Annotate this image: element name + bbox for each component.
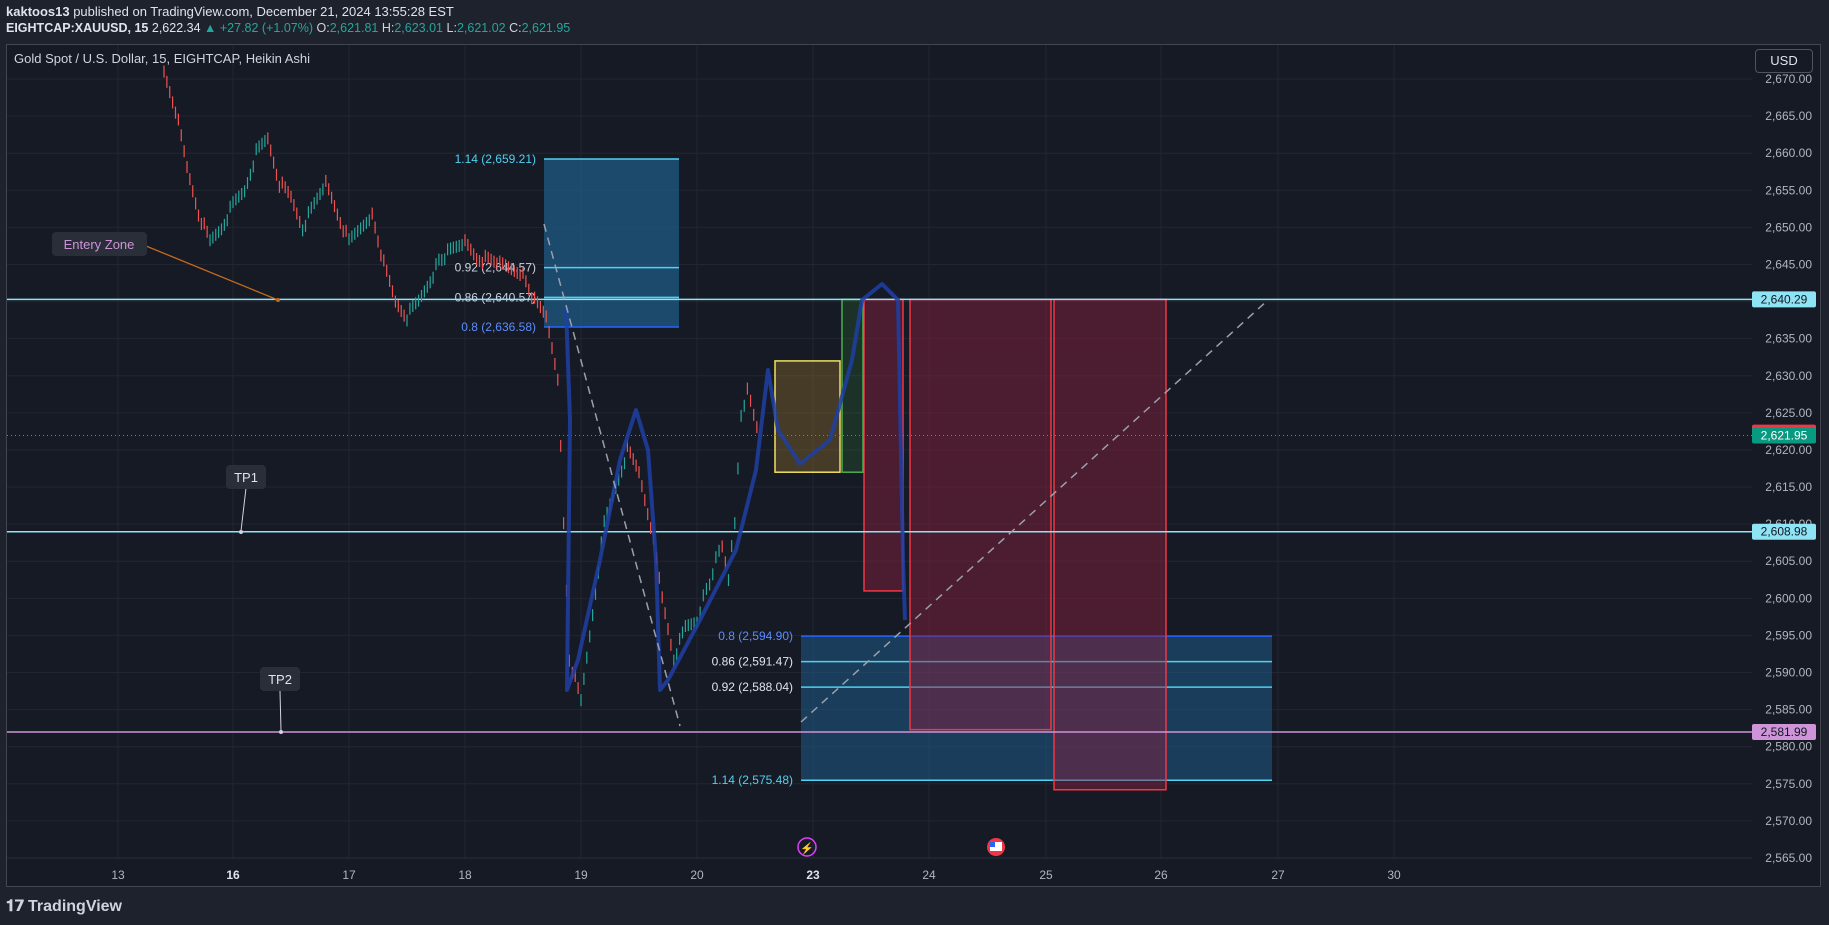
price-badge bbox=[1752, 291, 1816, 308]
red-zone-box bbox=[909, 298, 1052, 731]
y-tick-label: 2,585.00 bbox=[1765, 703, 1812, 717]
y-tick-label: 2,655.00 bbox=[1765, 183, 1812, 197]
x-tick-label: 17 bbox=[342, 868, 356, 882]
y-tick-label: 2,570.00 bbox=[1765, 814, 1812, 828]
y-tick-label: 2,580.00 bbox=[1765, 740, 1812, 754]
x-tick-label: 23 bbox=[806, 868, 820, 882]
y-tick-label: 2,660.00 bbox=[1765, 146, 1812, 160]
y-tick-label: 2,650.00 bbox=[1765, 220, 1812, 234]
projection-dashed-line bbox=[800, 299, 1269, 723]
y-tick-label: 2,615.00 bbox=[1765, 480, 1812, 494]
us-flag-canton bbox=[990, 842, 995, 847]
y-tick-label: 2,595.00 bbox=[1765, 628, 1812, 642]
x-tick-label: 26 bbox=[1154, 868, 1168, 882]
fib-upper-label: 0.8 (2,636.58) bbox=[461, 320, 536, 334]
lightning-event-icon bbox=[797, 837, 817, 857]
y-tick-label: 2,605.00 bbox=[1765, 554, 1812, 568]
tp1-pointer bbox=[240, 487, 247, 532]
close-label: C: bbox=[509, 21, 522, 35]
currency-button[interactable]: USD bbox=[1755, 49, 1813, 73]
low-value: 2,621.02 bbox=[456, 21, 506, 35]
open-label: O: bbox=[316, 21, 330, 35]
change-label: ▲ +27.82 (+1.07%) bbox=[204, 21, 313, 35]
entry-zone-callout bbox=[52, 232, 147, 256]
hand-drawn-path bbox=[564, 282, 907, 692]
fib-upper-label: 0.92 (2,644.57) bbox=[455, 261, 536, 275]
brand-label: TradingView bbox=[28, 898, 122, 915]
us-flag-field bbox=[990, 842, 1002, 851]
x-tick-label: 16 bbox=[226, 868, 240, 882]
entry-zone-anchor bbox=[276, 298, 280, 302]
tp2-callout bbox=[260, 667, 300, 691]
x-tick-label: 18 bbox=[458, 868, 472, 882]
fib-lower-box bbox=[801, 636, 1272, 781]
fib-upper-box bbox=[544, 159, 679, 327]
y-tick-label: 2,645.00 bbox=[1765, 257, 1812, 271]
y-tick-label: 2,635.00 bbox=[1765, 332, 1812, 346]
x-tick-label: 25 bbox=[1039, 868, 1053, 882]
high-value: 2,623.01 bbox=[394, 21, 444, 35]
fib-lower-label: 0.8 (2,594.90) bbox=[718, 629, 793, 643]
price-badge-label: 2,608.98 bbox=[1761, 525, 1808, 539]
close-value: 2,621.95 bbox=[521, 21, 571, 35]
publisher-name: kaktoos13 bbox=[6, 4, 70, 19]
y-tick-label: 2,600.00 bbox=[1765, 591, 1812, 605]
price-badge-label: 2,640.29 bbox=[1761, 292, 1808, 306]
price-badge-label: 2,581.99 bbox=[1761, 725, 1808, 739]
y-tick-label: 2,670.00 bbox=[1765, 72, 1812, 86]
last-price: 2,622.34 bbox=[151, 21, 201, 35]
y-tick-label: 2,590.00 bbox=[1765, 666, 1812, 680]
fib-lower-label: 1.14 (2,575.48) bbox=[712, 773, 793, 787]
price-badge-label: 2,621.95 bbox=[1761, 428, 1808, 442]
price-badge bbox=[1752, 523, 1816, 540]
y-tick-label: 2,625.00 bbox=[1765, 406, 1812, 420]
fib-lower-label: 0.86 (2,591.47) bbox=[712, 655, 793, 669]
tradingview-brand[interactable]: 𝟏𝟳 TradingView bbox=[6, 896, 122, 916]
projection-dashed-line bbox=[543, 223, 681, 727]
tp2-anchor bbox=[279, 730, 283, 734]
open-value: 2,621.81 bbox=[329, 21, 379, 35]
fib-lower-label: 0.92 (2,588.04) bbox=[712, 680, 793, 694]
high-label: H: bbox=[381, 21, 395, 35]
y-tick-label: 2,575.00 bbox=[1765, 777, 1812, 791]
entry-zone-pointer bbox=[145, 245, 279, 301]
x-tick-label: 24 bbox=[922, 868, 936, 882]
y-tick-label: 2,665.00 bbox=[1765, 109, 1812, 123]
fib-upper-label: 0.86 (2,640.57) bbox=[455, 290, 536, 304]
tp2-pointer bbox=[279, 690, 282, 732]
tp1-label: TP1 bbox=[234, 470, 258, 485]
x-tick-label: 27 bbox=[1271, 868, 1285, 882]
entry-zone-label: Entery Zone bbox=[64, 237, 135, 252]
fib-upper-label: 1.14 (2,659.21) bbox=[455, 152, 536, 166]
red-zone-box bbox=[1053, 298, 1167, 791]
yellow-zone-box bbox=[774, 360, 841, 473]
tp2-label: TP2 bbox=[268, 672, 292, 687]
x-tick-label: 13 bbox=[111, 868, 125, 882]
x-tick-label: 30 bbox=[1387, 868, 1401, 882]
y-tick-label: 2,565.00 bbox=[1765, 851, 1812, 865]
x-tick-label: 20 bbox=[690, 868, 704, 882]
publisher-rest: published on TradingView.com, December 2… bbox=[69, 4, 454, 19]
pane-title: Gold Spot / U.S. Dollar, 15, EIGHTCAP, H… bbox=[14, 51, 310, 66]
price-badge bbox=[1752, 427, 1816, 444]
publisher-line: kaktoos13 published on TradingView.com, … bbox=[6, 4, 454, 19]
y-tick-label: 2,630.00 bbox=[1765, 369, 1812, 383]
tp1-anchor bbox=[239, 530, 243, 534]
tradingview-logo-icon: 𝟏𝟳 bbox=[6, 898, 25, 915]
low-label: L: bbox=[446, 21, 457, 35]
lightning-glyph: ⚡ bbox=[800, 842, 814, 855]
symbol-label: EIGHTCAP:XAUUSD, 15 bbox=[6, 21, 149, 35]
y-tick-label: 2,620.00 bbox=[1765, 443, 1812, 457]
x-tick-label: 19 bbox=[574, 868, 588, 882]
tp1-callout bbox=[226, 465, 266, 489]
price-badge bbox=[1752, 723, 1816, 740]
symbol-ohlc-line: EIGHTCAP:XAUUSD, 15 2,622.34 ▲ +27.82 (+… bbox=[6, 21, 570, 35]
